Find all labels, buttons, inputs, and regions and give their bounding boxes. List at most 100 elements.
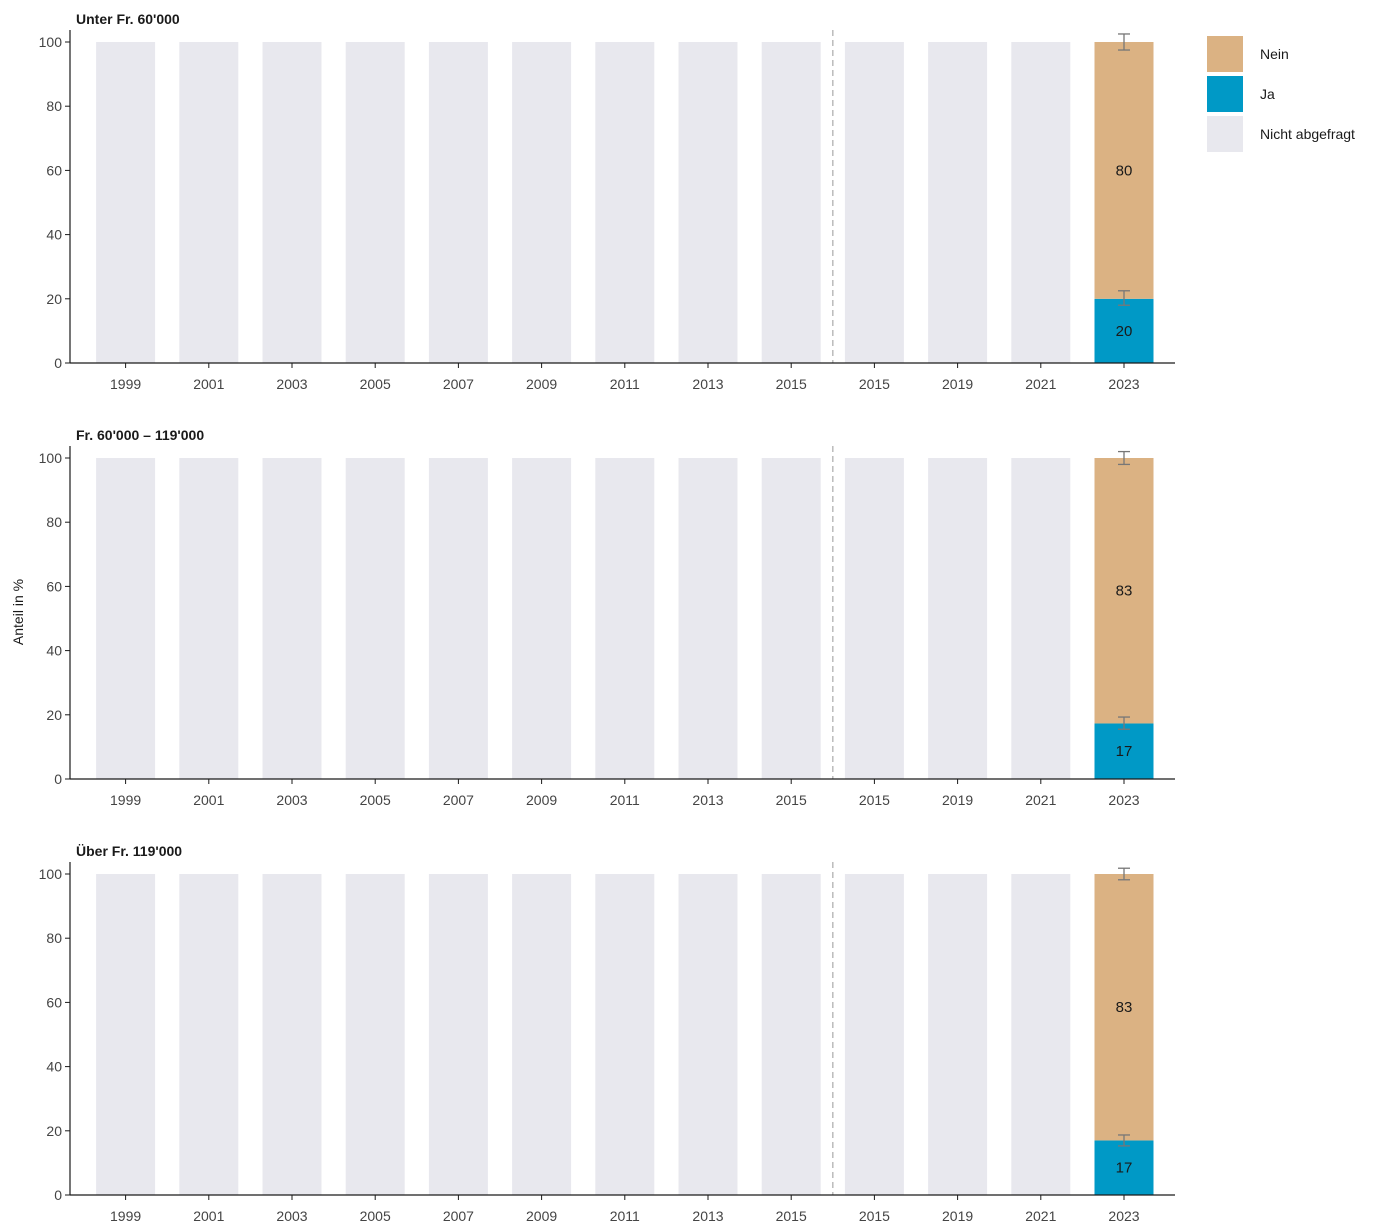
bar-not-asked <box>262 458 322 779</box>
y-tick-label: 80 <box>46 98 62 114</box>
x-tick-label: 2019 <box>942 376 973 392</box>
bar-not-asked <box>1011 458 1071 779</box>
panel-title: Unter Fr. 60'000 <box>76 11 180 27</box>
bar-not-asked <box>844 874 904 1195</box>
legend-label: Nein <box>1260 46 1289 62</box>
bar-not-asked <box>428 874 488 1195</box>
x-tick-label: 2015 <box>776 792 807 808</box>
bar-not-asked <box>345 42 405 363</box>
legend-swatch <box>1207 76 1243 112</box>
y-tick-label: 60 <box>46 162 62 178</box>
data-label-ja: 20 <box>1116 323 1133 340</box>
y-tick-label: 0 <box>54 771 62 787</box>
y-tick-label: 0 <box>54 1187 62 1203</box>
x-tick-label: 2005 <box>360 1208 391 1224</box>
y-axis-label: Anteil in % <box>10 579 26 645</box>
x-tick-label: 2021 <box>1025 792 1056 808</box>
x-tick-label: 2009 <box>526 376 557 392</box>
y-tick-label: 100 <box>39 34 63 50</box>
bar-nein <box>1094 458 1154 724</box>
x-tick-label: 1999 <box>110 792 141 808</box>
bar-not-asked <box>96 458 156 779</box>
bar-not-asked <box>262 42 322 363</box>
data-label-nein: 83 <box>1116 583 1133 600</box>
y-tick-label: 20 <box>46 291 62 307</box>
bar-not-asked <box>96 42 156 363</box>
bar-not-asked <box>345 874 405 1195</box>
x-tick-label: 2019 <box>942 1208 973 1224</box>
legend-label: Nicht abgefragt <box>1260 126 1355 142</box>
x-tick-label: 2009 <box>526 792 557 808</box>
x-tick-label: 2003 <box>276 376 307 392</box>
y-tick-label: 40 <box>46 643 62 659</box>
bar-ja <box>1094 723 1154 779</box>
y-tick-label: 20 <box>46 707 62 723</box>
x-tick-label: 2015 <box>859 792 890 808</box>
data-label-ja: 17 <box>1116 1160 1133 1177</box>
bar-not-asked <box>761 458 821 779</box>
bar-nein <box>1094 42 1154 299</box>
x-tick-label: 2011 <box>610 1208 640 1224</box>
x-tick-label: 2021 <box>1025 376 1056 392</box>
data-label-ja: 17 <box>1116 743 1133 760</box>
bar-ja <box>1094 298 1154 363</box>
bar-not-asked <box>179 42 239 363</box>
bar-ja <box>1094 1140 1154 1195</box>
x-tick-label: 2023 <box>1108 376 1139 392</box>
y-tick-label: 0 <box>54 355 62 371</box>
bar-not-asked <box>928 458 988 779</box>
y-tick-label: 40 <box>46 1059 62 1075</box>
data-label-nein: 80 <box>1116 162 1133 179</box>
panel-title: Über Fr. 119'000 <box>76 843 182 859</box>
bar-not-asked <box>512 874 572 1195</box>
x-tick-label: 2001 <box>193 1208 224 1224</box>
bar-nein <box>1094 874 1154 1141</box>
y-tick-label: 80 <box>46 930 62 946</box>
bar-not-asked <box>595 458 655 779</box>
bar-not-asked <box>844 42 904 363</box>
bar-not-asked <box>262 874 322 1195</box>
x-tick-label: 2007 <box>443 792 474 808</box>
y-tick-label: 60 <box>46 578 62 594</box>
x-tick-label: 2015 <box>776 1208 807 1224</box>
x-tick-label: 2011 <box>610 792 640 808</box>
y-tick-label: 100 <box>39 866 63 882</box>
bar-not-asked <box>345 458 405 779</box>
legend-label: Ja <box>1260 86 1275 102</box>
x-tick-label: 2023 <box>1108 792 1139 808</box>
x-tick-label: 2003 <box>276 792 307 808</box>
x-tick-label: 2011 <box>610 376 640 392</box>
x-tick-label: 2013 <box>692 376 723 392</box>
data-label-nein: 83 <box>1116 999 1133 1016</box>
bar-not-asked <box>179 874 239 1195</box>
y-tick-label: 100 <box>39 450 63 466</box>
x-tick-label: 2007 <box>443 376 474 392</box>
x-tick-label: 1999 <box>110 1208 141 1224</box>
x-tick-label: 2007 <box>443 1208 474 1224</box>
x-tick-label: 2023 <box>1108 1208 1139 1224</box>
x-tick-label: 2003 <box>276 1208 307 1224</box>
x-tick-label: 2015 <box>859 1208 890 1224</box>
bar-not-asked <box>96 874 156 1195</box>
bar-not-asked <box>512 458 572 779</box>
x-tick-label: 1999 <box>110 376 141 392</box>
bar-not-asked <box>1011 42 1071 363</box>
x-tick-label: 2013 <box>692 1208 723 1224</box>
x-tick-label: 2005 <box>360 376 391 392</box>
x-tick-label: 2021 <box>1025 1208 1056 1224</box>
bar-not-asked <box>761 874 821 1195</box>
x-tick-label: 2019 <box>942 792 973 808</box>
legend-swatch <box>1207 116 1243 152</box>
bar-not-asked <box>179 458 239 779</box>
y-tick-label: 40 <box>46 227 62 243</box>
bar-not-asked <box>595 874 655 1195</box>
legend-swatch <box>1207 36 1243 72</box>
bar-not-asked <box>678 42 738 363</box>
bar-not-asked <box>761 42 821 363</box>
bar-not-asked <box>428 42 488 363</box>
x-tick-label: 2005 <box>360 792 391 808</box>
x-tick-label: 2009 <box>526 1208 557 1224</box>
panel-title: Fr. 60'000 – 119'000 <box>76 427 204 443</box>
